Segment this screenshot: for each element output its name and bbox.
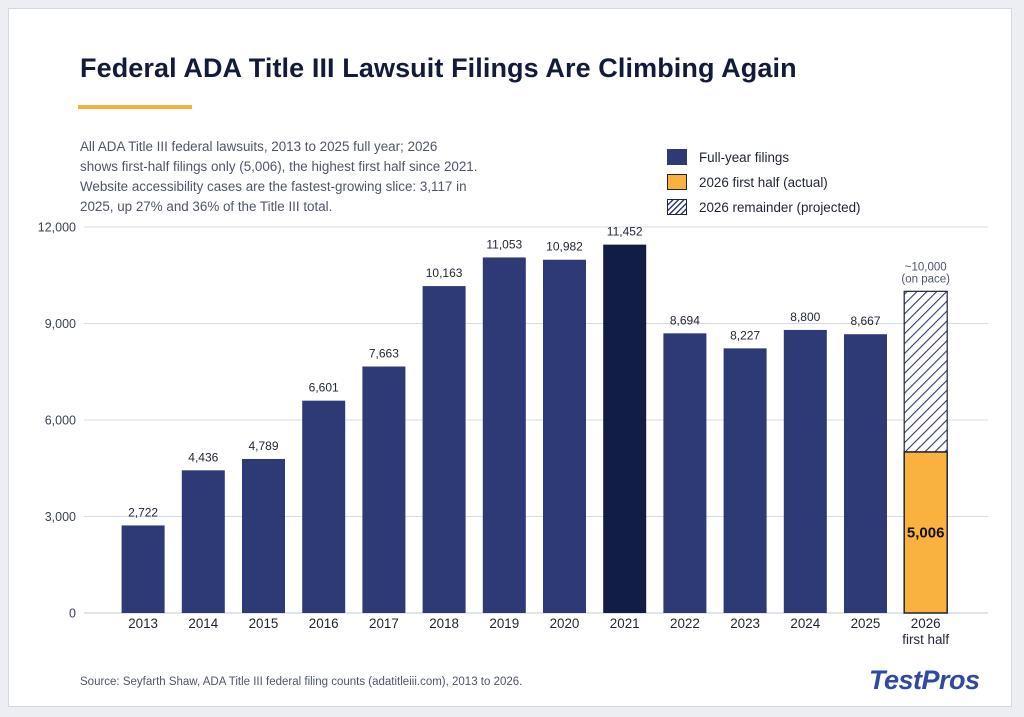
bar-2022 (663, 333, 707, 613)
bar-2020 (543, 259, 586, 613)
y-tick-label: 12,000 (38, 221, 76, 235)
data-label-2026-actual: 5,006 (907, 524, 945, 541)
data-label: 11,053 (486, 237, 522, 251)
data-label: 4,436 (188, 450, 218, 464)
y-tick-label: 6,000 (45, 414, 76, 428)
brand-logo: TestPros (869, 665, 980, 695)
solid-orange-swatch-icon (667, 174, 687, 190)
data-label: 7,663 (369, 347, 399, 361)
legend-label: 2026 first half (actual) (699, 174, 828, 190)
bar-2026-projected (903, 290, 948, 453)
bar-2016 (302, 400, 346, 613)
bar-2024 (783, 329, 827, 613)
subtitle-line: shows first-half filings only (5,006), t… (80, 159, 478, 174)
legend-label: 2026 remainder (projected) (699, 199, 861, 215)
bar-2014 (181, 470, 225, 613)
source-note: Source: Seyfarth Shaw, ADA Title III fed… (80, 676, 523, 688)
bar-2019 (482, 257, 526, 613)
subtitle-line: All ADA Title III federal lawsuits, 2013… (80, 139, 438, 154)
x-tick-label: 2013 (128, 616, 158, 631)
bar-2017 (362, 366, 406, 613)
x-tick-label: 2015 (249, 616, 279, 631)
x-tick-label: 2016 (309, 616, 339, 631)
data-label: 8,667 (850, 314, 880, 328)
bar-2021 (603, 244, 647, 614)
data-label: 11,452 (607, 225, 643, 239)
subtitle-line: 2025, up 27% and 36% of the Title III to… (80, 199, 333, 214)
x-tick-label: 2019 (489, 616, 519, 631)
data-label: 4,789 (248, 439, 278, 453)
bar-2026-actual (903, 451, 948, 614)
data-label: 8,800 (790, 310, 820, 324)
subtitle-line: Website accessibility cases are the fast… (80, 179, 467, 194)
x-tick-label: 2022 (670, 616, 700, 631)
bar-2015 (242, 458, 285, 613)
legend-item-projected: 2026 remainder (projected) (667, 195, 861, 219)
x-tick-label: 2023 (730, 616, 760, 631)
y-tick-label: 3,000 (45, 510, 76, 524)
data-label: 10,163 (426, 266, 463, 280)
bar-2025 (844, 334, 887, 613)
bar-2023 (723, 348, 767, 613)
x-tick-label: 2020 (550, 616, 580, 631)
data-label: 8,694 (670, 313, 700, 327)
y-tick-label: 0 (69, 607, 76, 621)
bar-2018 (422, 286, 466, 613)
data-label: 10,982 (546, 240, 583, 254)
solid-navy-swatch-icon (667, 149, 687, 165)
data-label: 6,601 (309, 381, 339, 395)
data-label: 8,227 (730, 328, 760, 342)
legend-item-first-half: 2026 first half (actual) (667, 170, 861, 194)
x-tick-label: 2026 (911, 616, 941, 631)
x-tick-label: 2018 (429, 616, 459, 631)
bar-2013 (121, 525, 165, 613)
x-tick-label: 2024 (790, 616, 820, 631)
x-tick-label: 2014 (188, 616, 218, 631)
x-tick-label: 2017 (369, 616, 399, 631)
projected-label: (on pace) (901, 273, 950, 285)
y-tick-label: 9,000 (45, 317, 76, 331)
hatched-swatch-icon (667, 199, 687, 215)
legend-item-full-year: Full-year filings (667, 145, 861, 169)
x-tick-label: 2025 (851, 616, 881, 631)
x-tick-label: first half (902, 632, 949, 647)
chart-legend: Full-year filings 2026 first half (actua… (667, 145, 861, 220)
chart-subtitle: All ADA Title III federal lawsuits, 2013… (80, 137, 520, 217)
legend-label: Full-year filings (699, 149, 790, 165)
data-label: 2,722 (128, 505, 158, 519)
projected-label: ~10,000 (905, 261, 947, 273)
chart-title: Federal ADA Title III Lawsuit Filings Ar… (80, 53, 797, 83)
x-tick-label: 2021 (610, 616, 640, 631)
title-accent-bar (78, 105, 192, 109)
